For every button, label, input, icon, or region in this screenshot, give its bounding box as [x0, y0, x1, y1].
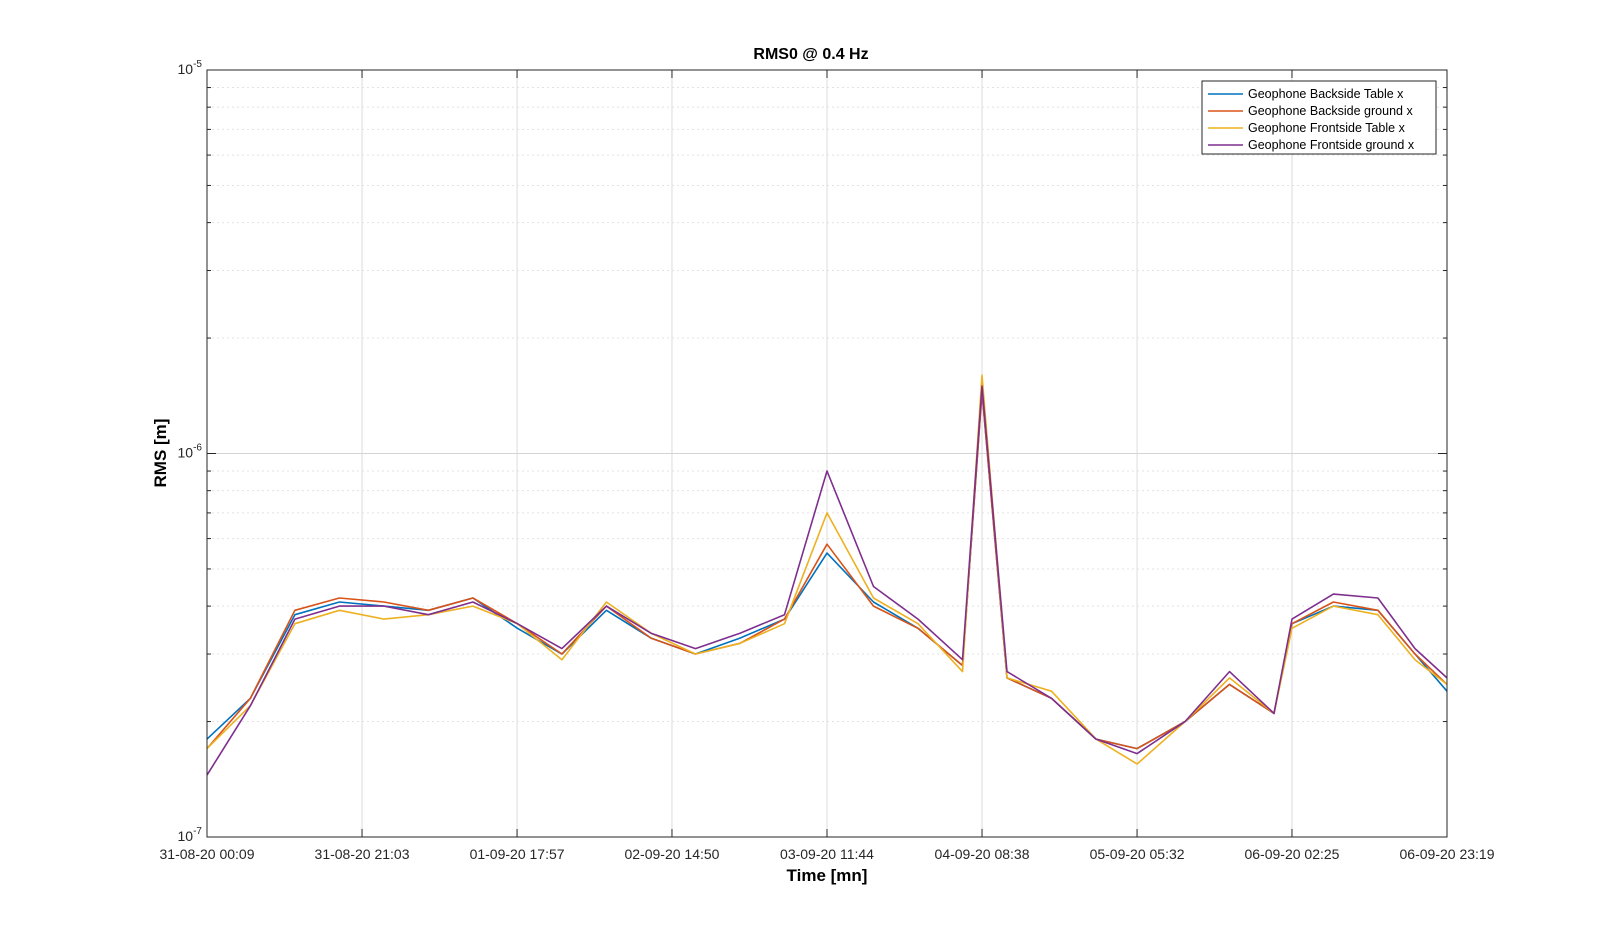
plot-area [206, 69, 1448, 838]
x-tick-label: 06-09-20 02:25 [1244, 846, 1339, 862]
y-tick-label: 10-7 [178, 826, 203, 844]
series-layer [206, 374, 1448, 776]
y-tick-base: 10 [178, 61, 194, 77]
legend: Geophone Backside Table x Geophone Backsi… [1201, 80, 1437, 155]
x-tick-label: 31-08-20 00:09 [160, 846, 255, 862]
y-tick-exponent: -6 [193, 443, 202, 454]
x-tick-label: 04-09-20 08:38 [935, 846, 1030, 862]
y-tick-labels: 10-710-610-5 [178, 59, 203, 844]
y-tick-exponent: -5 [193, 59, 202, 70]
x-tick-label: 01-09-20 17:57 [470, 846, 565, 862]
chart-title: RMS0 @ 0.4 Hz [753, 46, 868, 63]
legend-label: Geophone Backside Table x [1248, 87, 1404, 101]
x-tick-label: 06-09-20 23:19 [1400, 846, 1495, 862]
y-tick-base: 10 [178, 445, 194, 461]
legend-label: Geophone Frontside Table x [1248, 121, 1406, 135]
grid-layer [206, 69, 1448, 838]
x-tick-labels: 31-08-20 00:09 31-08-20 21:03 01-09-20 17:… [160, 846, 1495, 862]
legend-label: Geophone Backside ground x [1248, 104, 1413, 118]
legend-box [1201, 80, 1437, 155]
x-axis-label: Time [mn] [787, 866, 868, 885]
legend-entries: Geophone Backside Table x Geophone Backsi… [1208, 87, 1415, 152]
x-tick-label: 05-09-20 05:32 [1090, 846, 1185, 862]
tick-layer [206, 69, 1448, 838]
x-tick-label: 03-09-20 11:44 [780, 846, 874, 862]
legend-label: Geophone Frontside ground x [1248, 138, 1415, 152]
y-tick-exponent: -7 [193, 826, 202, 837]
x-tick-label: 02-09-20 14:50 [624, 846, 719, 862]
y-tick-label: 10-5 [178, 59, 203, 77]
y-tick-base: 10 [178, 828, 194, 844]
series-line [206, 385, 1448, 776]
y-tick-label: 10-6 [178, 443, 203, 461]
y-axis-label: RMS [m] [151, 419, 170, 488]
x-tick-label: 31-08-20 21:03 [315, 846, 410, 862]
